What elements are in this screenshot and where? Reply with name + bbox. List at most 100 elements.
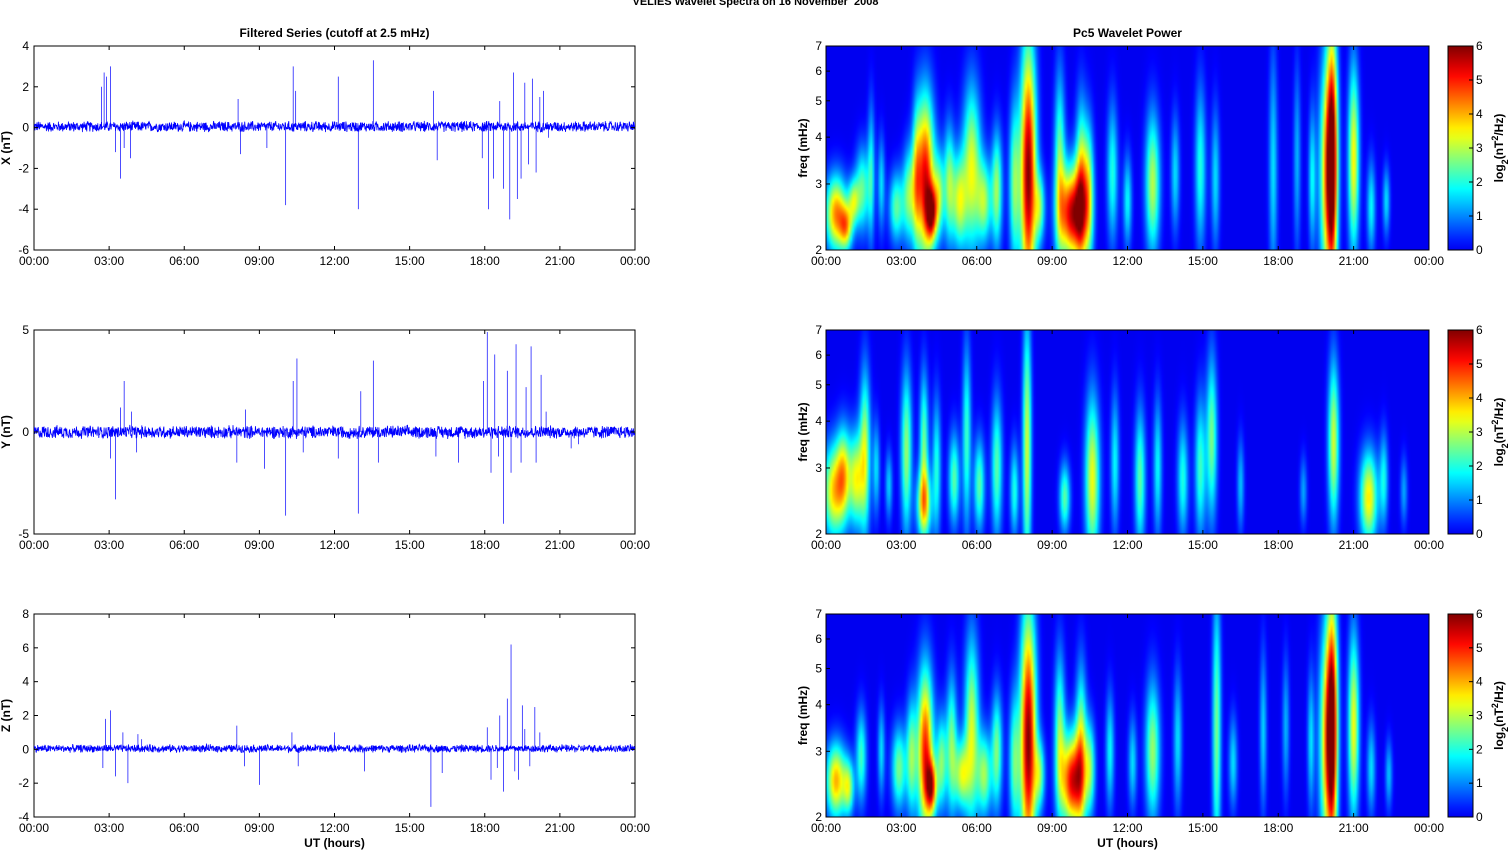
x-tick-label-1-5: 15:00 <box>395 538 425 552</box>
x-tick-label-5-6: 18:00 <box>1263 821 1293 835</box>
y-tick-label: 2 <box>815 810 822 824</box>
x-tick-label-4-0: 00:00 <box>811 538 841 552</box>
x-tick-label-0-6: 18:00 <box>470 254 500 268</box>
x-tick-label-0-2: 06:00 <box>169 254 199 268</box>
panel-title: Pc5 Wavelet Power <box>1073 26 1182 40</box>
colorbar-tick-label: 5 <box>1476 641 1483 655</box>
x-tick-label-2-7: 21:00 <box>545 821 575 835</box>
y-tick-label: -4 <box>18 810 29 824</box>
y-axis-label: freq (mHz) <box>796 686 810 745</box>
x-tick-label-0-8: 00:00 <box>620 254 650 268</box>
x-tick-label-2-6: 18:00 <box>470 821 500 835</box>
y-tick-label: -5 <box>18 527 29 541</box>
x-tick-label-3-0: 00:00 <box>811 254 841 268</box>
plot-frame <box>33 45 636 251</box>
x-tick-label-4-4: 12:00 <box>1112 538 1142 552</box>
x-tick-label-3-1: 03:00 <box>886 254 916 268</box>
x-tick-label-1-1: 03:00 <box>94 538 124 552</box>
series-line <box>34 120 635 133</box>
y-tick-label: 6 <box>815 64 822 78</box>
colorbar-tick-label: 2 <box>1476 175 1483 189</box>
x-tick-label-0-4: 12:00 <box>319 254 349 268</box>
x-tick-label-2-1: 03:00 <box>94 821 124 835</box>
y-tick-label: 3 <box>815 177 822 191</box>
y-tick-label: 4 <box>22 39 29 53</box>
colorbar-tick-label: 2 <box>1476 459 1483 473</box>
colorbar <box>1447 329 1474 535</box>
colorbar-tick-label: 0 <box>1476 527 1483 541</box>
x-tick-label-1-0: 00:00 <box>19 538 49 552</box>
x-tick-label-5-1: 03:00 <box>886 821 916 835</box>
colorbar <box>1447 613 1474 818</box>
y-tick-label: 4 <box>815 698 822 712</box>
colorbar-label: log2(nT2/Hz) <box>1490 681 1510 750</box>
x-tick-label-4-3: 09:00 <box>1037 538 1067 552</box>
x-tick-label-4-2: 06:00 <box>962 538 992 552</box>
x-tick-label-5-7: 21:00 <box>1339 821 1369 835</box>
colorbar-tick-label: 3 <box>1476 425 1483 439</box>
x-tick-label-0-3: 09:00 <box>244 254 274 268</box>
y-tick-label: 0 <box>22 121 29 135</box>
x-tick-label-1-8: 00:00 <box>620 538 650 552</box>
y-tick-label: 2 <box>815 243 822 257</box>
plot-frame <box>33 613 636 818</box>
colorbar-tick-label: 1 <box>1476 776 1483 790</box>
panel-title: Filtered Series (cutoff at 2.5 mHz) <box>239 26 429 40</box>
x-tick-label-1-6: 18:00 <box>470 538 500 552</box>
x-tick-label-1-4: 12:00 <box>319 538 349 552</box>
colorbar-tick-label: 4 <box>1476 675 1483 689</box>
y-tick-label: 2 <box>815 527 822 541</box>
x-tick-label-2-3: 09:00 <box>244 821 274 835</box>
x-tick-label-1-2: 06:00 <box>169 538 199 552</box>
colorbar-label: log2(nT2/Hz) <box>1490 398 1510 467</box>
y-tick-label: 5 <box>815 378 822 392</box>
figure-title: VELIES Wavelet Spectra on 16 November 20… <box>632 0 879 8</box>
y-tick-label: 2 <box>22 80 29 94</box>
x-tick-label-5-8: 00:00 <box>1414 821 1444 835</box>
colorbar-tick-label: 2 <box>1476 742 1483 756</box>
y-tick-label: 7 <box>815 607 822 621</box>
y-tick-label: 4 <box>22 675 29 689</box>
colorbar-tick-label: 4 <box>1476 107 1483 121</box>
colorbar-tick-label: 1 <box>1476 209 1483 223</box>
colorbar-tick-label: 6 <box>1476 607 1483 621</box>
x-tick-label-0-0: 00:00 <box>19 254 49 268</box>
y-tick-label: 7 <box>815 323 822 337</box>
x-tick-label-3-5: 15:00 <box>1188 254 1218 268</box>
y-tick-label: 3 <box>815 461 822 475</box>
y-axis-label: Y (nT) <box>0 415 13 449</box>
y-tick-label: 8 <box>22 607 29 621</box>
x-tick-label-3-3: 09:00 <box>1037 254 1067 268</box>
x-tick-label-3-2: 06:00 <box>962 254 992 268</box>
y-tick-label: 4 <box>815 130 822 144</box>
x-tick-label-5-5: 15:00 <box>1188 821 1218 835</box>
y-tick-label: 5 <box>815 94 822 108</box>
x-tick-label-0-5: 15:00 <box>395 254 425 268</box>
y-tick-label: 6 <box>815 348 822 362</box>
x-tick-label-3-7: 21:00 <box>1339 254 1369 268</box>
y-tick-label: 0 <box>22 425 29 439</box>
x-tick-label-3-6: 18:00 <box>1263 254 1293 268</box>
colorbar-tick-label: 0 <box>1476 243 1483 257</box>
y-tick-label: 6 <box>22 641 29 655</box>
y-tick-label: 3 <box>815 744 822 758</box>
colorbar-tick-label: 5 <box>1476 357 1483 371</box>
colorbar-tick-label: 6 <box>1476 39 1483 53</box>
colorbar-tick-label: 3 <box>1476 709 1483 723</box>
wavelet-power-heatmap <box>826 46 1429 250</box>
colorbar-tick-label: 3 <box>1476 141 1483 155</box>
y-tick-label: 6 <box>815 632 822 646</box>
x-tick-label-2-4: 12:00 <box>319 821 349 835</box>
colorbar-tick-label: 6 <box>1476 323 1483 337</box>
colorbar <box>1447 45 1474 251</box>
y-axis-label: freq (mHz) <box>796 118 810 177</box>
x-tick-label-4-7: 21:00 <box>1339 538 1369 552</box>
x-tick-label-2-5: 15:00 <box>395 821 425 835</box>
colorbar-tick-label: 5 <box>1476 73 1483 87</box>
x-tick-label-3-8: 00:00 <box>1414 254 1444 268</box>
x-axis-label: UT (hours) <box>304 836 365 850</box>
wavelet-power-heatmap <box>826 614 1429 817</box>
x-tick-label-2-0: 00:00 <box>19 821 49 835</box>
y-tick-label: 2 <box>22 709 29 723</box>
